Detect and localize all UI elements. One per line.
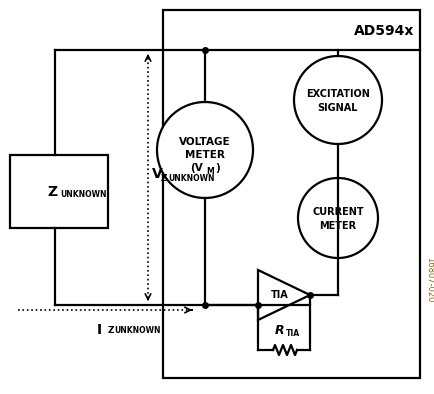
Text: Z: Z	[48, 184, 58, 199]
Text: Z: Z	[161, 174, 167, 183]
Text: TIA: TIA	[270, 290, 288, 300]
Text: M: M	[206, 167, 213, 175]
Text: TIA: TIA	[285, 329, 299, 338]
Text: UNKNOWN: UNKNOWN	[60, 190, 106, 199]
Circle shape	[157, 102, 253, 198]
Text: UNKNOWN: UNKNOWN	[114, 326, 161, 335]
Text: ): )	[214, 163, 219, 173]
Text: METER: METER	[319, 221, 356, 231]
Text: V: V	[151, 167, 162, 180]
Bar	[10, 155, 108, 228]
Text: EXCITATION: EXCITATION	[306, 89, 369, 99]
Bar	[163, 10, 419, 378]
Circle shape	[293, 56, 381, 144]
Text: AD594x: AD594x	[353, 24, 413, 38]
Text: CURRENT: CURRENT	[312, 207, 363, 217]
Text: I: I	[96, 323, 101, 337]
Text: Z: Z	[107, 326, 114, 335]
Text: UNKNOWN: UNKNOWN	[168, 174, 214, 183]
Circle shape	[297, 178, 377, 258]
Text: 16807-020: 16807-020	[424, 257, 434, 303]
Text: SIGNAL: SIGNAL	[317, 103, 358, 113]
Polygon shape	[257, 270, 309, 320]
Text: METER: METER	[184, 150, 224, 160]
Text: VOLTAGE: VOLTAGE	[179, 137, 230, 147]
Text: R: R	[274, 323, 283, 336]
Text: (V: (V	[190, 163, 203, 173]
